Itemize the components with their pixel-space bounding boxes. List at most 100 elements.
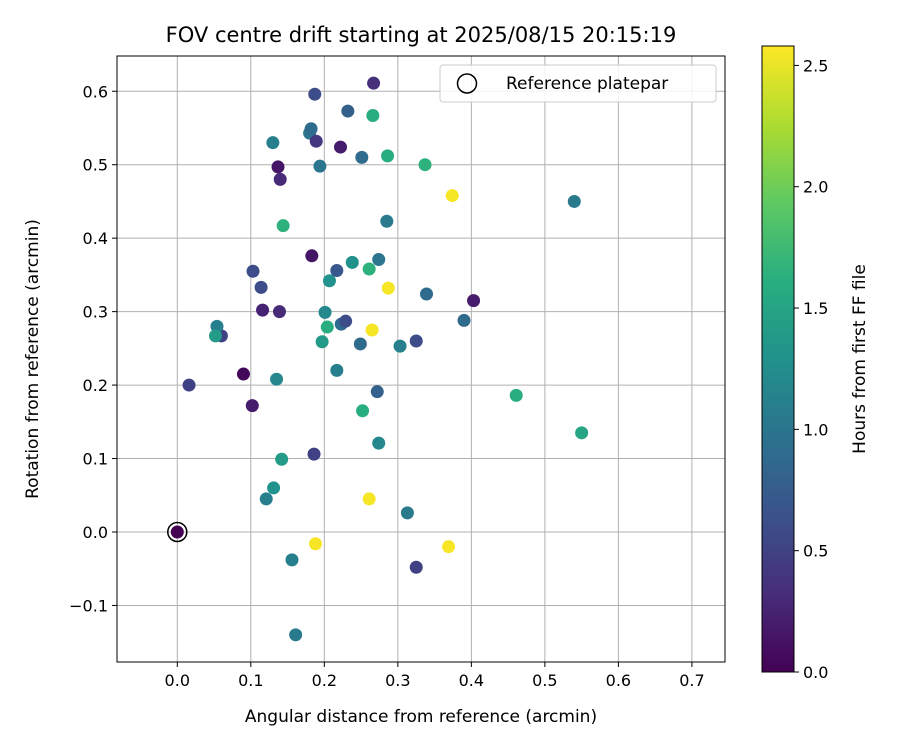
- data-point: [457, 313, 471, 327]
- legend-marker: [456, 73, 478, 94]
- data-point: [567, 194, 581, 208]
- colorbar-tick-label: 1.0: [803, 420, 828, 439]
- x-tick-label: 0.3: [385, 671, 410, 690]
- colorbar-tick-label: 2.0: [803, 178, 828, 197]
- data-point: [362, 262, 376, 276]
- data-point: [366, 108, 380, 122]
- data-points: [167, 76, 589, 642]
- x-tick-label: 0.2: [312, 671, 337, 690]
- x-tick-label: 0.0: [165, 671, 190, 690]
- data-point: [182, 378, 196, 392]
- data-point: [245, 399, 259, 413]
- data-point: [246, 264, 260, 278]
- data-point: [270, 372, 284, 386]
- x-tick-label: 0.7: [679, 671, 704, 690]
- data-point: [307, 447, 321, 461]
- data-point: [330, 263, 344, 277]
- y-tick-label: 0.5: [83, 156, 108, 175]
- data-point: [365, 323, 379, 337]
- data-point: [236, 367, 250, 381]
- data-point: [305, 249, 319, 263]
- data-point: [393, 339, 407, 353]
- data-point: [266, 136, 280, 150]
- data-point: [289, 628, 303, 642]
- y-tick-label: 0.0: [83, 523, 108, 542]
- data-point: [271, 160, 285, 174]
- data-point: [381, 281, 395, 295]
- data-point: [309, 134, 323, 148]
- plot-frame: [116, 55, 726, 663]
- data-point: [467, 294, 481, 308]
- data-point: [341, 104, 355, 118]
- data-point: [333, 140, 347, 154]
- chart-title: FOV centre drift starting at 2025/08/15 …: [166, 23, 677, 47]
- legend-box: [439, 64, 717, 103]
- data-point: [267, 481, 281, 495]
- reference-marker: [167, 521, 188, 543]
- colorbar-gradient: [761, 45, 795, 673]
- data-point: [420, 287, 434, 301]
- y-tick-label: −0.1: [69, 596, 108, 615]
- data-point: [209, 329, 223, 343]
- data-point: [304, 122, 318, 136]
- legend-label: Reference platepar: [506, 74, 668, 94]
- colorbar-tick-label: 1.5: [803, 299, 828, 318]
- x-tick-label: 0.4: [459, 671, 484, 690]
- grid: [117, 56, 725, 662]
- colorbar-tick-label: 0.0: [803, 663, 828, 682]
- data-point: [445, 189, 459, 203]
- data-point: [409, 334, 423, 348]
- data-point: [309, 537, 323, 551]
- data-point: [367, 76, 381, 90]
- x-tick-label: 0.5: [532, 671, 557, 690]
- y-tick-label: 0.1: [83, 450, 108, 469]
- data-point: [356, 404, 370, 418]
- data-point: [339, 314, 353, 328]
- data-point: [370, 385, 384, 399]
- x-tick-label: 0.1: [238, 671, 263, 690]
- data-point: [170, 525, 184, 539]
- colorbar-tick-label: 0.5: [803, 542, 828, 561]
- legend: Reference platepar: [439, 64, 717, 103]
- data-point: [400, 506, 414, 520]
- y-tick-label: 0.2: [83, 376, 108, 395]
- data-point: [275, 452, 289, 466]
- data-point: [259, 492, 273, 506]
- y-tick-label: 0.3: [83, 303, 108, 322]
- data-point: [256, 303, 270, 317]
- colorbar-tick-label: 2.5: [803, 56, 828, 75]
- y-tick-label: 0.6: [83, 82, 108, 101]
- data-point: [575, 426, 589, 440]
- data-point: [322, 274, 336, 288]
- data-point: [315, 335, 329, 349]
- data-point: [345, 255, 359, 269]
- data-point: [285, 553, 299, 567]
- x-tick-label: 0.6: [606, 671, 631, 690]
- x-axis-ticks: 0.0 0.1 0.2 0.3 0.4 0.5 0.6 0.7: [165, 662, 705, 690]
- x-axis-label: Angular distance from reference (arcmin): [245, 707, 597, 727]
- data-point: [276, 219, 290, 233]
- data-point: [272, 305, 286, 319]
- data-point: [353, 337, 367, 351]
- colorbar-ticks: 0.0 0.5 1.0 1.5 2.0 2.5: [794, 56, 828, 682]
- data-point: [509, 388, 523, 402]
- y-axis-ticks: −0.1 0.0 0.1 0.2 0.3 0.4 0.5 0.6: [69, 82, 117, 615]
- data-point: [362, 492, 376, 506]
- data-point: [320, 320, 334, 334]
- y-axis-label: Rotation from reference (arcmin): [23, 219, 43, 499]
- data-point: [409, 560, 423, 574]
- data-point: [330, 363, 344, 377]
- data-point: [380, 214, 394, 228]
- data-point: [318, 305, 332, 319]
- data-point: [313, 159, 327, 173]
- colorbar: 0.0 0.5 1.0 1.5 2.0 2.5 Hours from first FF f…: [761, 45, 870, 682]
- y-tick-label: 0.4: [83, 229, 108, 248]
- data-point: [254, 280, 268, 294]
- data-point: [381, 149, 395, 163]
- data-point: [418, 158, 432, 172]
- data-point: [308, 87, 322, 101]
- data-point: [273, 172, 287, 186]
- data-point: [372, 436, 386, 450]
- data-point: [372, 252, 386, 266]
